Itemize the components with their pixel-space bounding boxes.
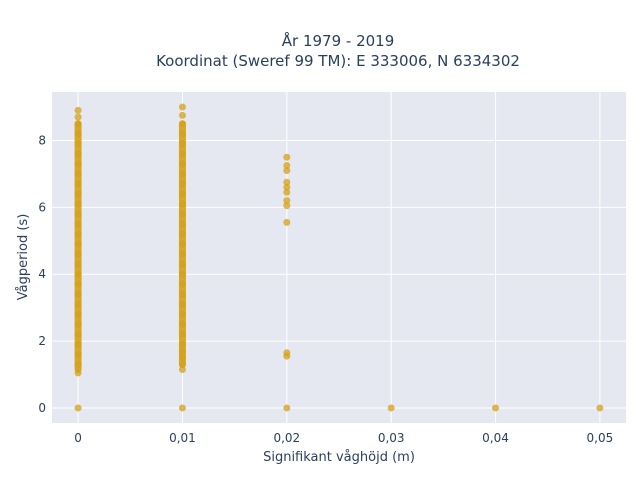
data-point[interactable] bbox=[178, 404, 186, 412]
data-point[interactable] bbox=[283, 178, 291, 186]
x-tick-label: 0,01 bbox=[169, 431, 196, 445]
data-point[interactable] bbox=[283, 404, 291, 412]
data-point[interactable] bbox=[178, 111, 186, 119]
dense-point-band bbox=[178, 120, 186, 368]
y-tick-label: 0 bbox=[38, 401, 46, 415]
x-tick-label: 0,05 bbox=[587, 431, 614, 445]
y-axis-ticks: 0 2 4 6 8 bbox=[38, 133, 46, 414]
y-axis-title: Vågperiod (s) bbox=[16, 214, 31, 301]
x-axis-title: Signifikant våghöjd (m) bbox=[263, 450, 415, 465]
dense-point-band bbox=[74, 120, 82, 373]
chart-title-line2: Koordinat (Sweref 99 TM): E 333006, N 63… bbox=[156, 52, 520, 70]
data-point[interactable] bbox=[596, 404, 604, 412]
grid-lines bbox=[52, 92, 626, 423]
y-tick-label: 6 bbox=[38, 200, 46, 214]
data-point[interactable] bbox=[283, 153, 291, 161]
y-tick-label: 8 bbox=[38, 133, 46, 147]
x-tick-label: 0,02 bbox=[273, 431, 300, 445]
data-point[interactable] bbox=[283, 183, 291, 191]
data-point[interactable] bbox=[283, 197, 291, 205]
data-point[interactable] bbox=[492, 404, 500, 412]
data-point[interactable] bbox=[178, 366, 186, 374]
data-point[interactable] bbox=[283, 167, 291, 175]
data-point[interactable] bbox=[283, 188, 291, 196]
x-tick-label: 0,04 bbox=[482, 431, 509, 445]
y-tick-label: 4 bbox=[38, 267, 46, 281]
data-point[interactable] bbox=[283, 218, 291, 226]
x-tick-label: 0,03 bbox=[378, 431, 405, 445]
x-axis-ticks: 0 0,01 0,02 0,03 0,04 0,05 bbox=[74, 431, 613, 445]
data-point[interactable] bbox=[178, 103, 186, 111]
data-points bbox=[74, 103, 604, 412]
y-tick-label: 2 bbox=[38, 334, 46, 348]
x-tick-label: 0 bbox=[74, 431, 82, 445]
data-point[interactable] bbox=[74, 106, 82, 114]
chart-title-line1: År 1979 - 2019 bbox=[282, 31, 395, 50]
data-point[interactable] bbox=[283, 162, 291, 170]
data-point[interactable] bbox=[74, 113, 82, 121]
data-point[interactable] bbox=[74, 404, 82, 412]
plot-area bbox=[52, 92, 626, 423]
data-point[interactable] bbox=[283, 202, 291, 210]
data-point[interactable] bbox=[387, 404, 395, 412]
data-point[interactable] bbox=[283, 349, 291, 357]
